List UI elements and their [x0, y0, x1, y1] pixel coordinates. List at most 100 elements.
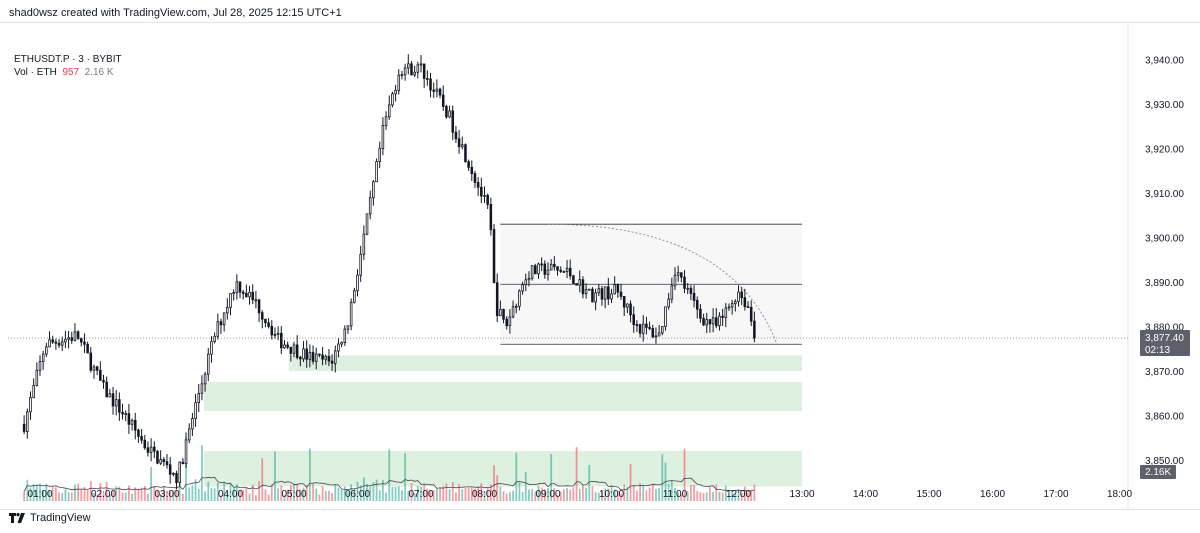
x-tick-label: 09:00 [535, 489, 560, 500]
candle-body [600, 288, 604, 300]
demand-zone-3[interactable] [204, 450, 802, 487]
volume-bar [559, 491, 562, 501]
candle-body [435, 88, 439, 92]
volume-bar [105, 481, 108, 501]
volume-bar [77, 483, 79, 501]
candle-body [181, 461, 185, 464]
volume-legend-label: Vol · ETH [14, 67, 57, 78]
volume-bar [594, 492, 597, 501]
candle-body [368, 197, 372, 215]
volume-bar [445, 483, 448, 501]
volume-bar [667, 483, 670, 501]
volume-bar [286, 489, 289, 501]
symbol-label[interactable]: ETHUSDT.P · 3 · BYBIT [14, 54, 122, 65]
volume-badge [1140, 465, 1176, 479]
volume-bar [639, 483, 641, 501]
candle-body [200, 383, 204, 394]
candle-body [321, 354, 324, 360]
volume-bar [467, 487, 470, 501]
volume-bar [655, 489, 657, 501]
price-chart-svg[interactable]: 3,850.00 3,860.00 3,870.00 3,880.00 3,890.00… [0, 23, 1200, 509]
candle-body [622, 296, 626, 308]
chart-area[interactable]: ETHUSDT.P · 3 · BYBIT Vol · ETH 957 2.16… [0, 22, 1200, 510]
candle-body [715, 317, 718, 327]
candle-body [549, 263, 553, 271]
candle-body [511, 306, 515, 318]
candle-body [743, 297, 747, 308]
candle-body [676, 272, 680, 276]
candle-body [530, 265, 534, 279]
candle-body [610, 293, 613, 300]
volume-bar [728, 496, 730, 501]
volume-bar [432, 490, 435, 501]
volume-bar [439, 487, 441, 501]
candle-body [334, 350, 337, 364]
volume-bar [210, 488, 213, 501]
volume-bar [48, 490, 51, 501]
candle-body [121, 411, 124, 415]
volume-bar [585, 487, 587, 501]
volume-bar [229, 484, 232, 501]
x-tick-label: 12:00 [726, 489, 751, 500]
candle-body [114, 399, 118, 407]
curve-projection[interactable] [547, 223, 778, 345]
y-tick-label: 3,930.00 [1145, 100, 1184, 111]
candle-body [632, 314, 635, 325]
candle-body [356, 274, 359, 292]
candle-body [156, 450, 159, 464]
volume-bar [531, 489, 533, 501]
candle-body [692, 292, 696, 301]
volume-bar [121, 492, 124, 501]
candle-body [419, 63, 423, 66]
volume-bar [131, 493, 133, 501]
volume-bar [175, 486, 178, 501]
candle-body [146, 447, 150, 453]
candle-body [702, 317, 705, 326]
candle-body [451, 110, 455, 133]
candle-body [372, 181, 375, 199]
volume-bar [226, 492, 229, 501]
candle-body [730, 303, 734, 308]
candle-body [292, 344, 296, 354]
candle-body [648, 327, 651, 329]
candle-body [461, 144, 464, 148]
candle-body [457, 138, 461, 148]
x-tick-label: 15:00 [916, 489, 941, 500]
candle-body [575, 283, 578, 286]
candle-body [124, 413, 127, 416]
candle-body [514, 305, 518, 308]
candle-body [133, 419, 137, 431]
candle-body [521, 284, 524, 292]
candle-body [749, 307, 753, 322]
volume-bar [153, 486, 156, 501]
volume-bar [394, 486, 397, 501]
volume-bar [426, 488, 429, 501]
footer: TradingView [9, 512, 91, 524]
candle-body [400, 74, 404, 77]
candle-body [689, 287, 693, 294]
demand-zone-2[interactable] [204, 382, 802, 411]
candle-body [197, 392, 201, 403]
candle-body [524, 279, 528, 286]
candle-body [191, 418, 194, 430]
y-tick-label: 3,850.00 [1145, 456, 1184, 467]
candle-body [168, 464, 172, 475]
volume-bar [261, 458, 264, 501]
candle-body [699, 308, 702, 319]
volume-bar [496, 475, 499, 501]
candle-body [686, 287, 689, 290]
volume-bar [382, 479, 384, 501]
candle-body [60, 341, 64, 346]
volume-legend-value: 957 [62, 67, 80, 78]
volume-bar [705, 492, 708, 501]
volume-bar [197, 488, 200, 501]
volume-bar [416, 485, 419, 501]
volume-bar [70, 492, 73, 501]
candle-body [162, 459, 166, 463]
volume-bar [734, 493, 737, 501]
candle-body [638, 324, 642, 334]
candle-body [467, 161, 470, 168]
candle-body [45, 346, 48, 355]
demand-zone-1[interactable] [288, 355, 802, 371]
candle-body [57, 342, 61, 346]
